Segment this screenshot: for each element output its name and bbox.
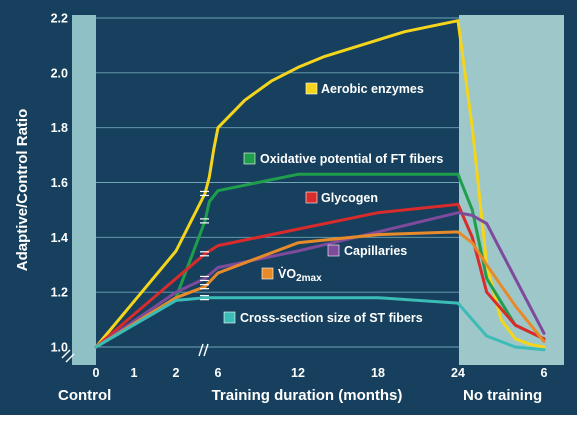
legend-label-glycogen: Glycogen: [321, 191, 378, 205]
no-training-label: No training: [463, 387, 542, 404]
y-tick-label-1: 1.2: [51, 286, 68, 300]
detraining-panel: [459, 15, 564, 365]
legend-label-aerobic-enzymes: Aerobic enzymes: [321, 82, 424, 96]
x-tick-training-0: 6: [215, 366, 222, 380]
legend-swatch-glycogen: [305, 191, 318, 204]
series-line-4: [94, 230, 546, 349]
x-tick-training-2: 18: [371, 366, 385, 380]
x-tick-detraining-0: 6: [541, 366, 548, 380]
x-tick-early-0: 1: [131, 366, 138, 380]
y-axis-title: Adaptive/Control Ratio: [14, 109, 31, 272]
control-panel: [72, 15, 96, 365]
chart-frame: 1.0 1.2 1.4 1.6 1.8 2.0 2.2 0 1 2 6 12 18 24 6 Adaptiv…: [0, 0, 577, 415]
series-line-2: [94, 202, 546, 349]
y-tick-label-3: 1.6: [51, 176, 68, 190]
x-tick-training-3: 24: [451, 366, 465, 380]
y-tick-label-6: 2.2: [51, 12, 68, 26]
series-line-3: [94, 211, 546, 349]
x-tick-training-1: 12: [291, 366, 305, 380]
legend-label-oxidative-potential: Oxidative potential of FT fibers: [260, 152, 443, 166]
legend-swatch-capillaries: [327, 244, 340, 257]
legend-swatch-vo2max: [261, 267, 274, 280]
x-tick-control-0: 0: [93, 366, 100, 380]
series-line-5: [94, 296, 546, 352]
y-tick-label-0: 1.0: [51, 341, 68, 355]
chart-svg: 1.01.21.41.61.82.02.20 1 2 6 12 18 24 6 Adaptiv…: [14, 11, 564, 404]
y-axis-break: [61, 349, 75, 363]
y-tick-label-5: 2.0: [51, 66, 68, 80]
y-tick-label-2: 1.4: [51, 231, 68, 245]
x-tick-early-1: 2: [173, 366, 180, 380]
x-axis-break: [198, 343, 209, 357]
legend: Aerobic enzymes Oxidative potential of F…: [223, 82, 443, 325]
legend-label-st-fibers: Cross-section size of ST fibers: [240, 311, 423, 325]
series-line-1: [94, 172, 546, 349]
x-axis-title: Training duration (months): [212, 387, 403, 404]
legend-swatch-st-fibers: [223, 311, 236, 324]
control-label: Control: [58, 387, 111, 404]
y-tick-label-4: 1.8: [51, 121, 68, 135]
legend-swatch-oxidative-potential: [243, 152, 256, 165]
legend-swatch-aerobic-enzymes: [305, 82, 318, 95]
legend-label-capillaries: Capillaries: [344, 244, 407, 258]
